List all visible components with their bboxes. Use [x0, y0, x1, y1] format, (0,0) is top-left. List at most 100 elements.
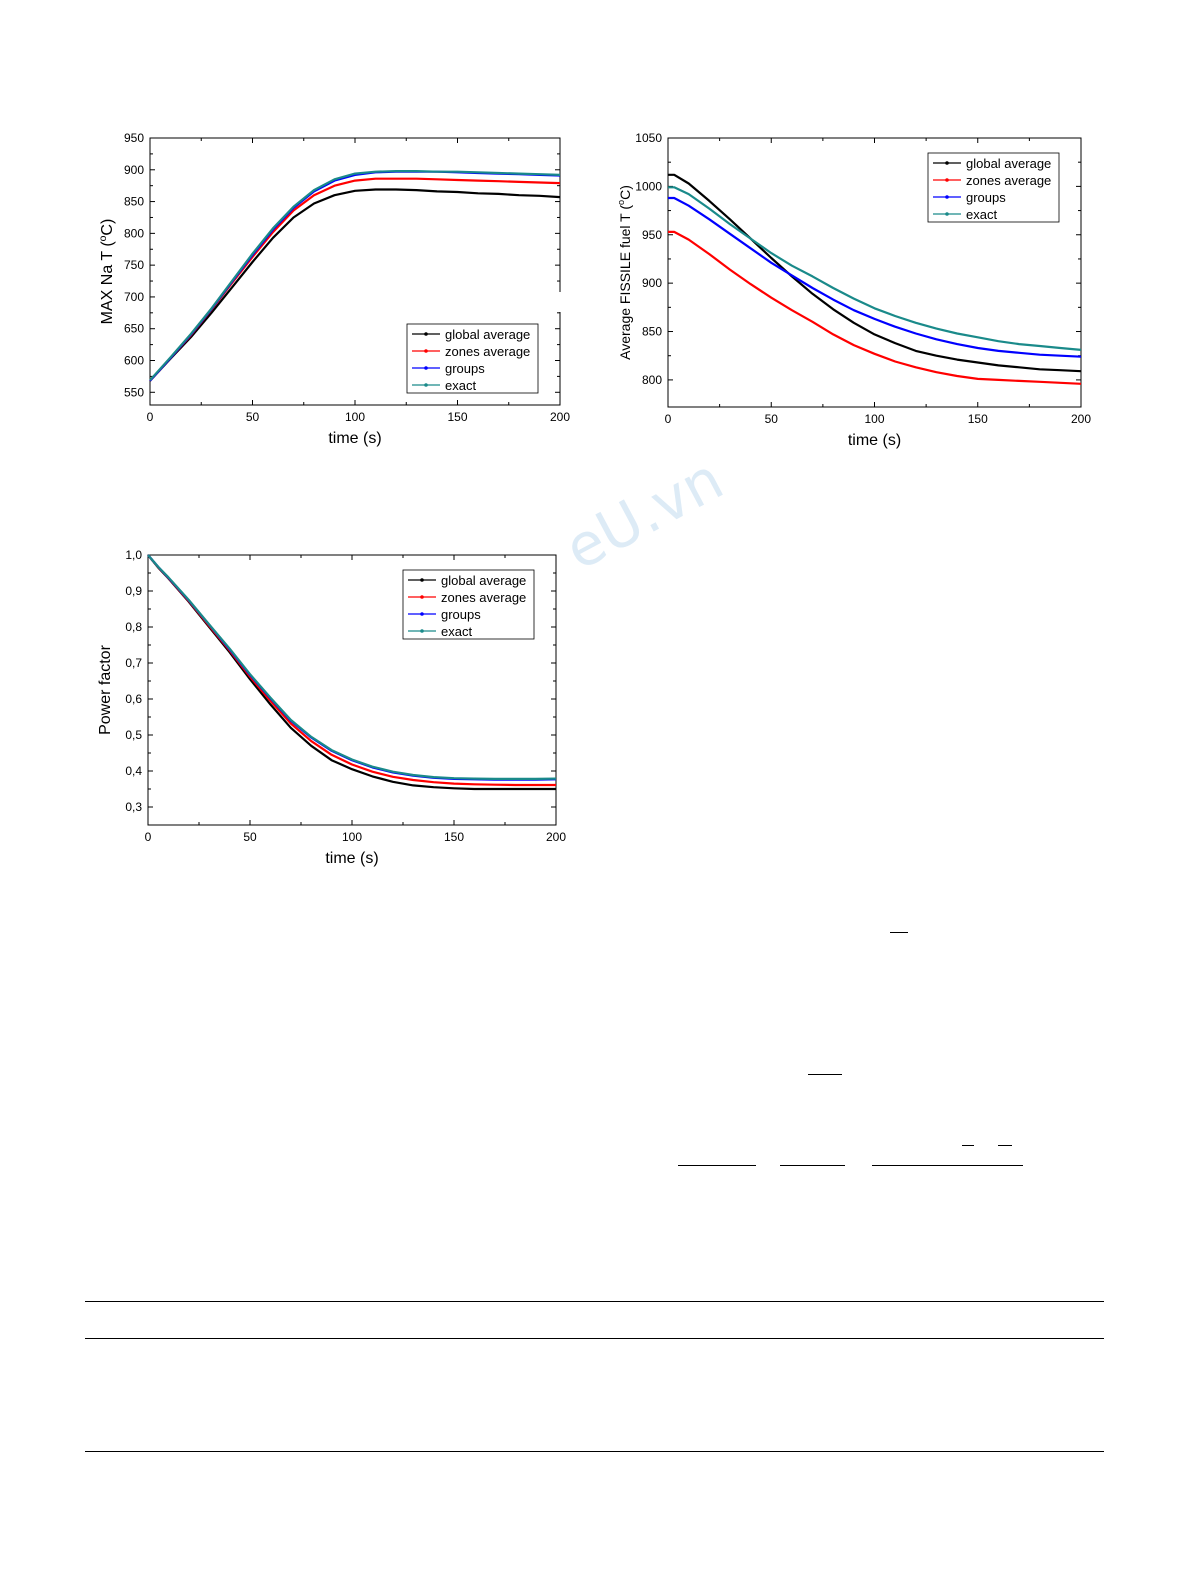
y-tick-label: 850 — [124, 195, 144, 209]
chart-max-na-temperature: 0 50 100 150 200 550 600 650 700 750 800 850 900 950 t… — [98, 131, 570, 447]
legend-marker — [424, 366, 428, 370]
legend-label: exact — [441, 624, 472, 639]
x-tick-label: 0 — [145, 830, 152, 844]
equation-overbar — [962, 1145, 974, 1146]
series-line-global-average — [149, 188, 561, 382]
x-axis-label: time (s) — [325, 850, 378, 867]
legend-marker — [420, 629, 424, 633]
y-tick-label: 0,3 — [125, 800, 142, 814]
y-axis-label-main: MAX Na T ( — [99, 241, 116, 325]
y-tick-label: 0,8 — [125, 620, 142, 634]
series-line-groups — [668, 196, 1082, 358]
y-tick-label: 750 — [124, 258, 144, 272]
y-tick-label: 950 — [124, 131, 144, 145]
table-top-rule — [85, 1301, 1104, 1302]
y-axis-label-tail: C) — [617, 185, 633, 200]
y-tick-label: 700 — [124, 290, 144, 304]
series-line-exact — [149, 170, 561, 381]
x-tick-label: 50 — [765, 412, 779, 426]
equation-fraction-bar — [872, 1165, 1023, 1166]
y-tick-label: 900 — [642, 276, 662, 290]
legend-marker — [424, 349, 428, 353]
x-tick-label: 50 — [243, 830, 257, 844]
chart-average-fissile-fuel-temperature: 0 50 100 150 200 800 850 900 950 1000 1050 time (s)… — [616, 131, 1091, 449]
legend-label: zones average — [445, 344, 530, 359]
x-axis-label: time (s) — [328, 430, 381, 447]
legend-marker — [424, 332, 428, 336]
x-tick-label: 150 — [444, 830, 464, 844]
legend-marker — [945, 178, 949, 182]
series-line-exact — [147, 554, 557, 780]
y-tick-label: 950 — [642, 228, 662, 242]
x-tick-label: 100 — [345, 410, 365, 424]
y-tick-label: 0,4 — [125, 764, 142, 778]
table-header-rule — [85, 1338, 1104, 1339]
legend-marker — [424, 383, 428, 387]
y-tick-label: 800 — [642, 373, 662, 387]
legend-box — [406, 323, 539, 394]
y-axis-label: Power factor — [97, 644, 114, 734]
legend-label: groups — [966, 190, 1006, 205]
table-bottom-rule — [85, 1451, 1104, 1452]
legend-label: groups — [445, 361, 485, 376]
y-tick-label: 0,9 — [125, 584, 142, 598]
y-axis-label: Average FISSILE fuel T (oC) — [616, 185, 633, 360]
series-line-global-average — [668, 173, 1082, 373]
legend-label: exact — [445, 378, 476, 393]
legend-label: global average — [441, 573, 526, 588]
y-axis-label-tail: C) — [99, 219, 116, 236]
equation-fraction-bar — [678, 1165, 756, 1166]
equation-fraction-bar — [808, 1074, 842, 1075]
x-axis-label: time (s) — [848, 432, 901, 449]
x-tick-label: 150 — [447, 410, 467, 424]
x-tick-label: 100 — [342, 830, 362, 844]
legend-label: exact — [966, 207, 997, 222]
y-axis-label-main: Power factor — [97, 644, 114, 734]
y-tick-label: 650 — [124, 322, 144, 336]
x-tick-label: 200 — [1071, 412, 1091, 426]
x-tick-label: 100 — [864, 412, 884, 426]
y-tick-label: 1,0 — [125, 548, 142, 562]
y-tick-label: 0,5 — [125, 728, 142, 742]
y-axis-label: MAX Na T (oC) — [98, 219, 116, 325]
x-tick-label: 0 — [147, 410, 154, 424]
legend-label: global average — [966, 156, 1051, 171]
legend-box — [927, 152, 1060, 223]
series-line-zones-average — [668, 230, 1082, 385]
axis-break — [554, 292, 562, 312]
legend-marker — [420, 612, 424, 616]
y-tick-label: 1000 — [635, 179, 662, 193]
watermark: eU.vn — [553, 444, 734, 584]
y-tick-label: 550 — [124, 385, 144, 399]
equation-overbar — [998, 1145, 1012, 1146]
legend-label: groups — [441, 607, 481, 622]
chart-power-factor: 0 50 100 150 200 0,3 0,4 0,5 0,6 0,7 0,8 0,9 1,0 time… — [97, 548, 566, 867]
y-axis-label-main: Average FISSILE fuel T ( — [617, 205, 633, 360]
series-line-exact — [668, 186, 1082, 351]
y-tick-label: 600 — [124, 354, 144, 368]
legend-box — [402, 569, 535, 640]
y-tick-label: 800 — [124, 226, 144, 240]
x-tick-label: 0 — [665, 412, 672, 426]
legend-label: zones average — [966, 173, 1051, 188]
legend-marker — [420, 578, 424, 582]
legend-label: global average — [445, 327, 530, 342]
y-tick-label: 0,6 — [125, 692, 142, 706]
x-tick-label: 150 — [968, 412, 988, 426]
y-tick-label: 1050 — [635, 131, 662, 145]
legend-marker — [945, 195, 949, 199]
legend-label: zones average — [441, 590, 526, 605]
legend-marker — [420, 595, 424, 599]
equation-overbar — [890, 932, 908, 933]
y-axis-label-sup: o — [98, 235, 109, 241]
legend-marker — [945, 161, 949, 165]
x-tick-label: 50 — [246, 410, 260, 424]
x-tick-label: 200 — [546, 830, 566, 844]
legend-marker — [945, 212, 949, 216]
y-tick-label: 850 — [642, 325, 662, 339]
equation-fraction-bar — [780, 1165, 845, 1166]
x-tick-label: 200 — [550, 410, 570, 424]
y-tick-label: 900 — [124, 163, 144, 177]
y-axis-label-sup: o — [616, 200, 626, 205]
y-tick-label: 0,7 — [125, 656, 142, 670]
